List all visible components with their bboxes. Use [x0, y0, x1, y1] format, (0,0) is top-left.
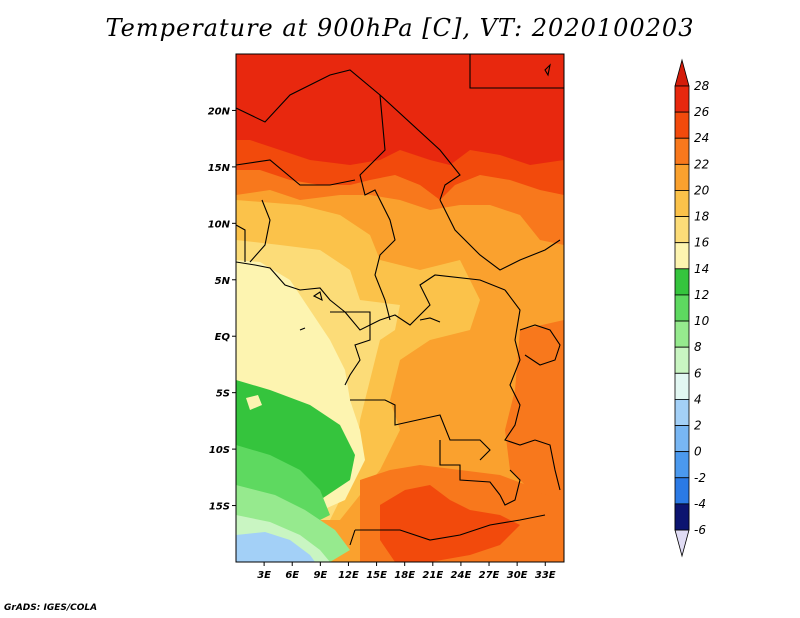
- colorbar-label: 8: [694, 340, 702, 354]
- field-24-east: [505, 320, 564, 500]
- colorbar-label: 2: [694, 419, 702, 433]
- colorbar-label: -2: [694, 471, 706, 485]
- colorbar-label: 10: [694, 314, 710, 328]
- colorbar-label: 26: [694, 105, 710, 119]
- grads-credit: GrADS: IGES/COLA: [4, 603, 98, 613]
- lon-tick-label: 18E: [394, 570, 415, 581]
- lat-tick-label: 20N: [208, 106, 231, 117]
- lat-ticks: 20N 15N 10N 5N EQ 5S 10S 15S: [208, 106, 236, 513]
- colorbar-label: 18: [694, 210, 710, 224]
- colorbar-swatch: [674, 242, 690, 270]
- boundaries: [236, 54, 564, 546]
- field-pocket: [246, 395, 262, 410]
- colorbar-swatch: [674, 163, 690, 191]
- colorbar-label: 24: [694, 131, 709, 145]
- map-title: Temperature at 900hPa [C], VT: 202010020…: [105, 14, 695, 42]
- colorbar-label: 4: [694, 392, 702, 406]
- colorbar-swatch: [674, 85, 690, 113]
- colorbar-label: -4: [694, 497, 706, 511]
- lon-tick-label: 27E: [479, 570, 500, 581]
- colorbar-label: 12: [694, 288, 709, 302]
- colorbar-swatch: [674, 425, 690, 453]
- colorbar-label: 14: [694, 262, 709, 276]
- colorbar-swatch: [674, 503, 690, 531]
- colorbar-label: 28: [694, 79, 710, 93]
- lon-tick-label: 15E: [366, 570, 387, 581]
- field-26-south: [380, 485, 520, 562]
- lat-tick-label: 5S: [216, 389, 230, 400]
- lon-ticks: 3E 6E 9E 12E 15E 18E 21E 24E 27E 30E 33E: [257, 562, 556, 581]
- colorbar-swatch: [674, 294, 690, 322]
- colorbar-bottom-arrow: [674, 529, 690, 558]
- colorbar-top-arrow: [674, 58, 690, 87]
- colorbar-swatch: [674, 477, 690, 505]
- lon-tick-label: 12E: [338, 570, 359, 581]
- colorbar-swatch: [674, 268, 690, 296]
- lat-tick-label: 5N: [215, 276, 231, 287]
- lat-tick-label: 10S: [209, 445, 230, 456]
- lon-tick-label: 33E: [535, 570, 556, 581]
- colorbar-swatch: [674, 372, 690, 400]
- lon-tick-label: 6E: [285, 570, 299, 581]
- colorbar-swatch: [674, 399, 690, 426]
- lon-tick-label: 30E: [507, 570, 528, 581]
- colorbar-swatch: [674, 346, 690, 374]
- lat-tick-label: 15S: [209, 502, 230, 513]
- colorbar-swatch: [674, 451, 690, 479]
- map-frame: [235, 53, 565, 563]
- colorbar-label: 22: [694, 157, 709, 171]
- colorbar-swatch: [674, 320, 690, 348]
- lon-tick-label: 9E: [313, 570, 327, 581]
- colorbar-swatch: [674, 190, 690, 217]
- lat-tick-label: EQ: [215, 332, 231, 343]
- lon-tick-label: 21E: [422, 570, 443, 581]
- lon-tick-label: 3E: [257, 570, 271, 581]
- field-4: [236, 532, 315, 562]
- temperature-field: [236, 54, 564, 562]
- lat-tick-label: 10N: [208, 219, 231, 230]
- colorbar-swatch: [674, 111, 690, 139]
- colorbar-label: 0: [694, 445, 702, 459]
- lat-tick-label: 15N: [208, 163, 231, 174]
- colorbar-label: 20: [694, 183, 710, 197]
- colorbar-swatch: [674, 137, 690, 165]
- colorbar-swatch: [674, 216, 690, 244]
- colorbar-label: 6: [694, 366, 702, 380]
- colorbar-label: 16: [694, 236, 710, 250]
- field-28-north: [236, 54, 564, 165]
- lon-tick-label: 24E: [451, 570, 472, 581]
- colorbar-label: -6: [694, 523, 706, 537]
